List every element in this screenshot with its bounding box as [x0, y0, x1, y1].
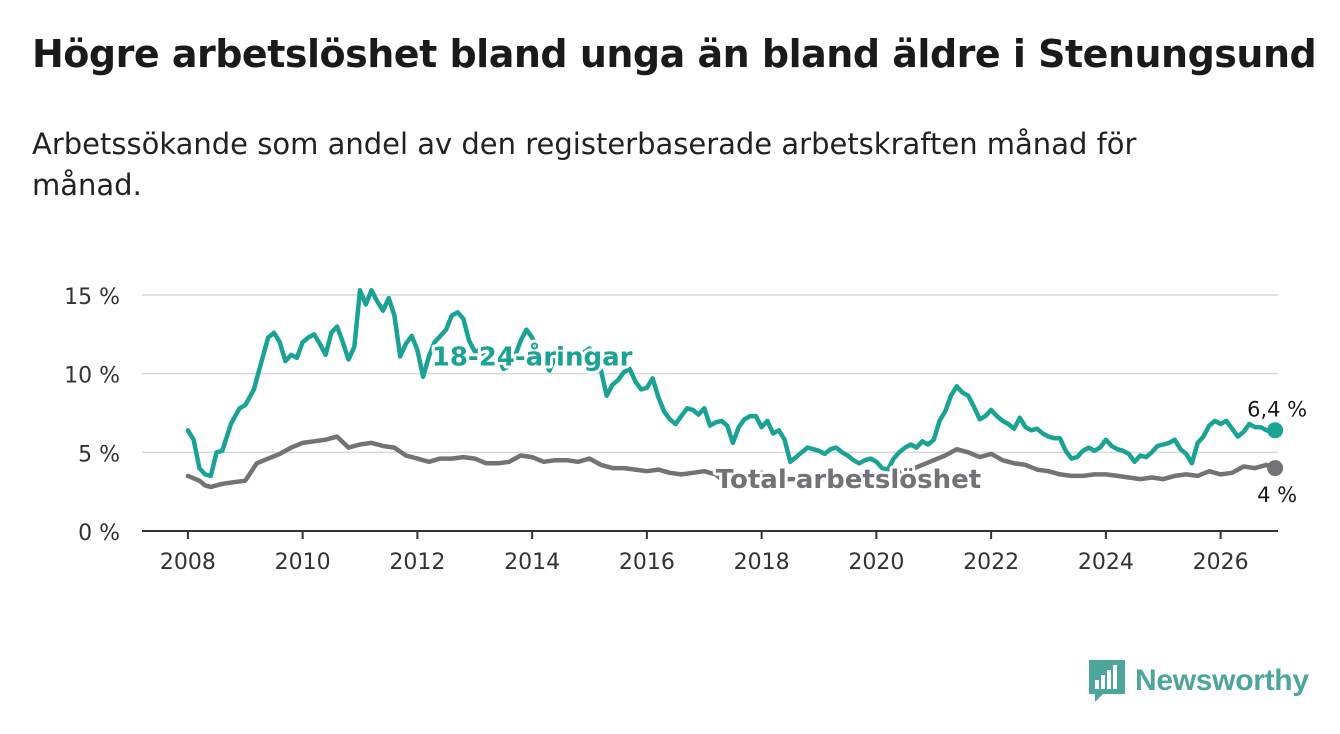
- brand-name: Newsworthy: [1135, 664, 1309, 697]
- series-name-label: 18-24-åringar: [432, 340, 633, 372]
- x-tick-label: 2018: [734, 550, 790, 575]
- y-tick-label: 0 %: [78, 521, 120, 546]
- series-labels: 6,4 % 4 % 18-24-åringar Total arbetslöshet: [429, 337, 1307, 507]
- y-tick-label: 15 %: [64, 285, 120, 310]
- series-name-label: Total arbetslöshet: [716, 465, 981, 495]
- axes: 0 % 5 % 10 % 15 % 2008 2010 2012 2014 2016 2018 20…: [64, 285, 1278, 575]
- series-lines: [185, 288, 1278, 490]
- x-tick-label: 2012: [389, 550, 445, 575]
- brand-logo: Newsworthy: [1089, 660, 1309, 702]
- x-tick-label: 2022: [963, 550, 1019, 575]
- x-tick-label: 2016: [619, 550, 675, 575]
- x-tick-label: 2008: [160, 550, 216, 575]
- series-end-label: 4 %: [1257, 483, 1297, 507]
- x-tick-label: 2014: [504, 550, 560, 575]
- x-tick-label: 2020: [848, 550, 904, 575]
- series-end-marker: [1267, 422, 1284, 439]
- bar-chart-icon: [1089, 660, 1125, 702]
- chart-title: Högre arbetslöshet bland unga än bland ä…: [32, 32, 1317, 76]
- y-tick-label: 10 %: [64, 364, 120, 389]
- series-line: [185, 434, 1278, 490]
- series-end-label: 6,4 %: [1247, 397, 1307, 421]
- chart-subtitle: Arbetssökande som andel av den registerb…: [32, 127, 1137, 202]
- x-tick-label: 2026: [1193, 550, 1249, 575]
- x-tick-label: 2024: [1078, 550, 1134, 575]
- series-end-marker: [1267, 460, 1284, 477]
- gridlines: [142, 294, 1278, 454]
- series-line: [185, 288, 1278, 479]
- y-tick-label: 5 %: [78, 442, 120, 467]
- x-tick-label: 2010: [275, 550, 331, 575]
